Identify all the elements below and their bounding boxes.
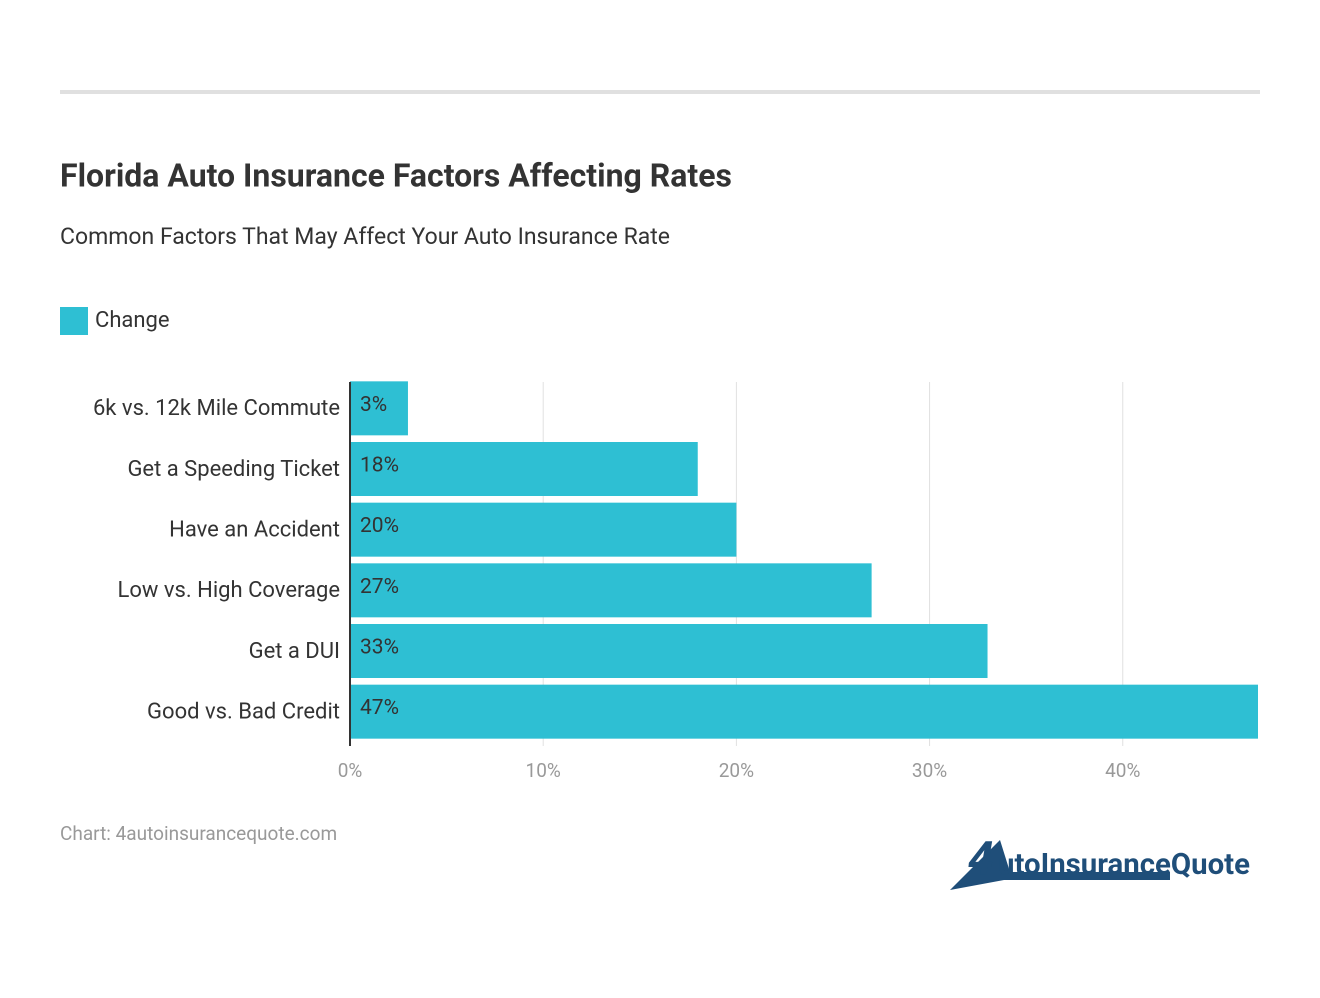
logo-mark: 4: [968, 832, 994, 886]
x-tick-label: 30%: [912, 759, 947, 782]
bar: [350, 684, 1258, 739]
top-rule: [60, 90, 1260, 94]
value-label: 27%: [360, 575, 399, 599]
chart-subtitle: Common Factors That May Affect Your Auto…: [60, 223, 670, 250]
chart-title: Florida Auto Insurance Factors Affecting…: [60, 156, 732, 194]
y-tick-label: Low vs. High Coverage: [117, 578, 340, 603]
y-tick-label: Get a Speeding Ticket: [127, 457, 340, 482]
logo: 4 utoInsuranceQuote: [950, 832, 1250, 890]
x-tick-label: 10%: [526, 759, 561, 782]
x-tick-label: 40%: [1105, 759, 1140, 782]
value-label: 3%: [360, 393, 387, 417]
value-label: 33%: [360, 636, 399, 660]
logo-text: utoInsuranceQuote: [998, 847, 1250, 882]
value-label: 18%: [360, 454, 399, 478]
value-label: 47%: [360, 696, 399, 720]
y-tick-label: Get a DUI: [249, 639, 340, 664]
bar: [350, 381, 408, 436]
legend-label: Change: [95, 308, 170, 333]
y-tick-label: 6k vs. 12k Mile Commute: [93, 396, 340, 421]
logo-swoosh: [950, 840, 1170, 890]
value-label: 20%: [360, 514, 399, 538]
bar: [350, 442, 698, 496]
y-tick-label: Have an Accident: [169, 517, 340, 542]
x-tick-label: 0%: [338, 759, 363, 782]
bar: [350, 502, 737, 557]
source: Chart: 4autoinsurancequote.com: [60, 822, 337, 845]
legend-swatch: [60, 307, 88, 335]
bar: [350, 624, 988, 678]
x-tick-label: 20%: [719, 759, 754, 782]
y-tick-label: Good vs. Bad Credit: [147, 699, 340, 724]
bar: [350, 563, 872, 618]
